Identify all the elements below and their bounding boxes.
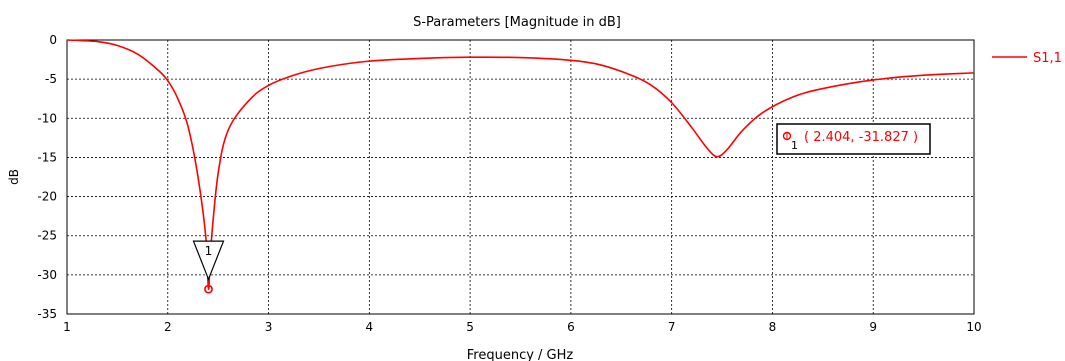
x-tick-label: 3 [265, 320, 273, 334]
y-tick-label: -20 [37, 190, 57, 204]
marker-triangle [192, 240, 225, 281]
y-tick-label: -30 [37, 268, 57, 282]
y-tick-label: -15 [37, 150, 57, 164]
marker-readout-text: ( 2.404, -31.827 ) [804, 130, 918, 145]
x-axis-label: Frequency / GHz [467, 348, 574, 361]
y-axis-label: dB [7, 169, 21, 185]
marker-readout-id: 1 [791, 139, 798, 152]
x-tick-label: 10 [966, 320, 981, 334]
x-tick-label: 7 [668, 320, 676, 334]
y-tick-label: -5 [45, 72, 57, 86]
marker-id-label: 1 [205, 244, 213, 258]
x-tick-label: 5 [466, 320, 474, 334]
y-tick-label: 0 [49, 33, 57, 47]
x-tick-label: 9 [869, 320, 877, 334]
x-tick-labels: 1 2 3 4 5 6 7 8 9 10 [63, 320, 981, 334]
y-tick-label: -10 [37, 111, 57, 125]
x-tick-label: 6 [567, 320, 575, 334]
legend-label-s11: S1,1 [1033, 51, 1062, 66]
y-tick-labels: 0 -5 -10 -15 -20 -25 -30 -35 [37, 33, 57, 321]
x-tick-label: 1 [63, 320, 71, 334]
y-tick-label: -25 [37, 229, 57, 243]
x-tick-label: 8 [769, 320, 777, 334]
legend: S1,1 [992, 51, 1062, 66]
x-tick-label: 2 [164, 320, 172, 334]
plot-area [66, 39, 975, 315]
marker-point [204, 284, 213, 294]
marker-1[interactable]: 1 [192, 240, 225, 294]
marker-readout: 1 ( 2.404, -31.827 ) [776, 123, 931, 155]
y-tick-label: -35 [37, 307, 57, 321]
grid-lines [67, 40, 974, 314]
chart-title: S-Parameters [Magnitude in dB] [413, 15, 621, 30]
x-tick-label: 4 [366, 320, 374, 334]
marker-readout-box [776, 123, 931, 155]
series-line-s11 [66, 39, 975, 290]
